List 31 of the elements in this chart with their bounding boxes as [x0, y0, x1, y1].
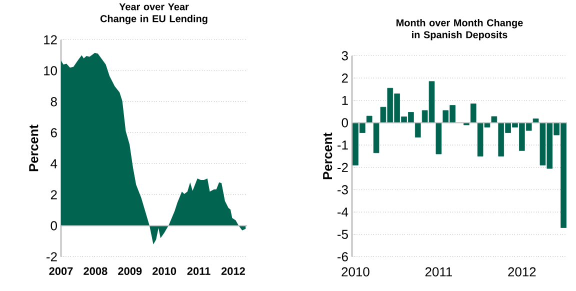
x-tick-label: 2010: [152, 267, 176, 276]
y-tick-label: 3: [342, 51, 348, 60]
x-tick-label: 2007: [49, 267, 73, 276]
y-tick-label: -4: [338, 208, 348, 217]
y-axis-title: Percent: [323, 132, 332, 180]
y-tick-label: -6: [338, 252, 348, 262]
y-tick-label: -5: [338, 230, 348, 240]
y-axis-title: Percent: [29, 124, 38, 172]
x-tick-label: 2009: [118, 267, 142, 276]
y-tick-label: -3: [338, 185, 348, 194]
x-tick-label: 2011: [187, 267, 210, 276]
x-tick-label: 2008: [84, 267, 108, 276]
x-tick-label: 2012: [508, 267, 536, 277]
y-tick-label: -2: [46, 252, 57, 262]
y-tick-label: 6: [50, 128, 57, 138]
y-tick-label: -2: [338, 163, 348, 172]
y-tick-label: 0: [50, 221, 57, 230]
y-tick-label: 4: [50, 159, 58, 168]
x-tick-label: 2012: [221, 267, 245, 276]
x-tick-label: 2011: [425, 267, 452, 277]
y-tick-label: 10: [44, 66, 57, 76]
y-tick-label: 2: [342, 74, 348, 83]
y-tick-label: 12: [44, 35, 57, 44]
y-tick-label: 1: [342, 96, 348, 105]
chart-title: Year over Year Change in EU Lending: [100, 3, 208, 24]
y-tick-label: 2: [50, 190, 57, 200]
x-tick-label: 2010: [342, 267, 370, 277]
y-tick-label: 0: [342, 118, 348, 128]
y-tick-label: -1: [338, 140, 348, 150]
chart-title: Month over Month Change in Spanish Deposits: [396, 19, 523, 40]
y-tick-label: 8: [50, 97, 57, 106]
